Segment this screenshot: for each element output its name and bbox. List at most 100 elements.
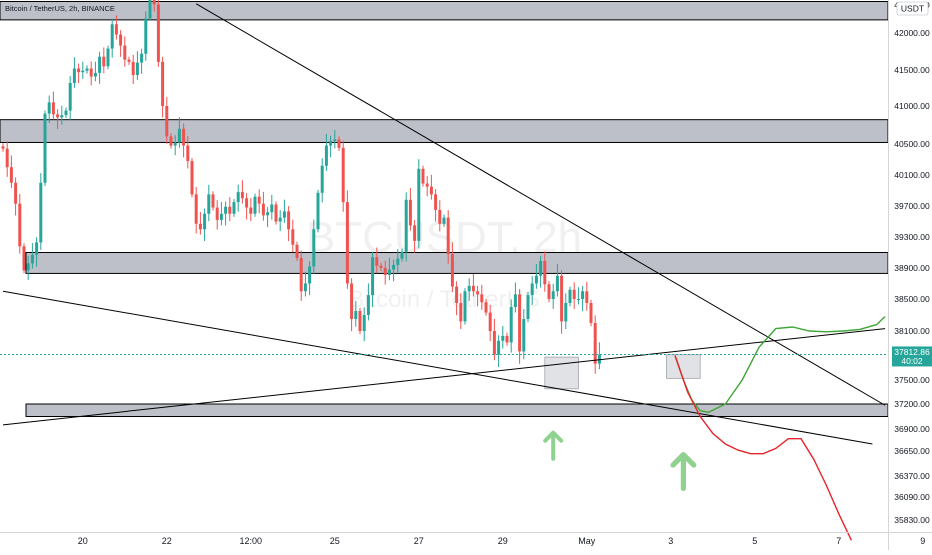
candle xyxy=(89,61,93,86)
candle xyxy=(156,0,160,67)
candle xyxy=(354,301,358,327)
candle-body xyxy=(341,147,345,203)
candle-body xyxy=(429,186,433,195)
candle-body xyxy=(190,161,194,195)
x-axis[interactable]: 20 22 12:00 25 27 29 May 3 5 7 9 xyxy=(78,536,926,546)
candle-body xyxy=(39,182,43,243)
candle xyxy=(446,210,450,264)
y-tick-label: 36900.00 xyxy=(894,424,930,434)
candle-body xyxy=(350,283,354,319)
candle-body xyxy=(455,286,459,303)
candle-body xyxy=(89,68,93,77)
candle xyxy=(203,208,207,242)
y-tick-label: 36090.00 xyxy=(894,492,930,502)
candle-body xyxy=(543,261,547,285)
candle-body xyxy=(253,196,257,214)
y-tick-label: 39300.00 xyxy=(894,232,930,242)
candle xyxy=(270,194,274,220)
candle xyxy=(39,173,43,250)
candle-body xyxy=(480,294,484,303)
candle-body xyxy=(102,56,106,67)
y-axis[interactable]: 42480.0042000.0041500.0041000.0040500.00… xyxy=(894,0,930,525)
candle-body xyxy=(539,261,543,276)
candle-body xyxy=(56,114,60,118)
candle-body xyxy=(471,285,475,292)
candle xyxy=(165,97,169,144)
candle xyxy=(144,11,148,61)
candle xyxy=(476,285,480,307)
candle-body xyxy=(93,72,97,77)
candle-body xyxy=(194,194,198,224)
candle-body xyxy=(375,257,379,266)
candle-body xyxy=(127,59,131,62)
projection-bull xyxy=(674,316,886,414)
candle-body xyxy=(526,295,530,319)
candle xyxy=(299,250,303,301)
candle-body xyxy=(215,207,219,220)
x-tick-label: May xyxy=(578,536,596,546)
candle xyxy=(362,307,366,342)
candle-body xyxy=(476,291,480,295)
candle xyxy=(232,199,236,217)
last-price-tag: 37812.86 40:02 xyxy=(892,346,932,367)
candle xyxy=(102,47,106,74)
candle xyxy=(392,259,396,282)
candle-body xyxy=(270,204,274,213)
candle-body xyxy=(203,213,207,230)
candle-body xyxy=(148,0,152,19)
candle xyxy=(98,51,102,84)
candle-body xyxy=(354,311,358,319)
candle-body xyxy=(228,206,232,214)
x-tick-label: 5 xyxy=(752,536,757,546)
candle xyxy=(576,287,580,305)
candle-body xyxy=(68,82,72,111)
candle xyxy=(123,36,127,67)
highlight-box xyxy=(544,356,579,390)
bar-countdown: 40:02 xyxy=(901,356,923,366)
symbol-title: Bitcoin / TetherUS, 2h, BINANCE xyxy=(5,4,115,13)
candle xyxy=(358,307,362,335)
candle xyxy=(18,194,22,254)
candle-body xyxy=(135,62,139,76)
candle xyxy=(434,189,438,222)
candle xyxy=(186,136,190,169)
candle-body xyxy=(287,211,291,230)
candle-body xyxy=(362,315,366,331)
candle xyxy=(379,262,383,272)
candle-body xyxy=(98,56,102,73)
candle xyxy=(207,184,211,222)
candle xyxy=(450,242,454,292)
candle xyxy=(320,158,324,203)
candle xyxy=(400,248,404,262)
candle-body xyxy=(442,217,446,224)
candle-body xyxy=(467,285,471,292)
candle xyxy=(219,201,223,226)
candle xyxy=(22,243,26,274)
candle xyxy=(526,292,530,323)
candle xyxy=(543,251,547,292)
candle xyxy=(371,251,375,308)
candle xyxy=(585,281,589,311)
candle-body xyxy=(140,53,144,63)
candle xyxy=(51,91,55,120)
candle xyxy=(228,197,232,222)
candle-body xyxy=(5,148,9,168)
candle xyxy=(383,260,387,285)
candle xyxy=(572,282,576,309)
candle-body xyxy=(26,263,30,271)
up-arrow-icon xyxy=(543,430,564,461)
support-resistance-zones xyxy=(0,1,889,417)
candle xyxy=(312,219,316,274)
candle xyxy=(396,249,400,273)
candle-body xyxy=(492,331,496,355)
candle xyxy=(64,107,68,119)
candle xyxy=(81,61,85,80)
candle xyxy=(463,288,467,325)
candle xyxy=(173,135,177,156)
candle-body xyxy=(291,229,295,245)
candle xyxy=(597,342,601,370)
candle-body xyxy=(47,102,51,114)
candle-body xyxy=(379,265,383,268)
